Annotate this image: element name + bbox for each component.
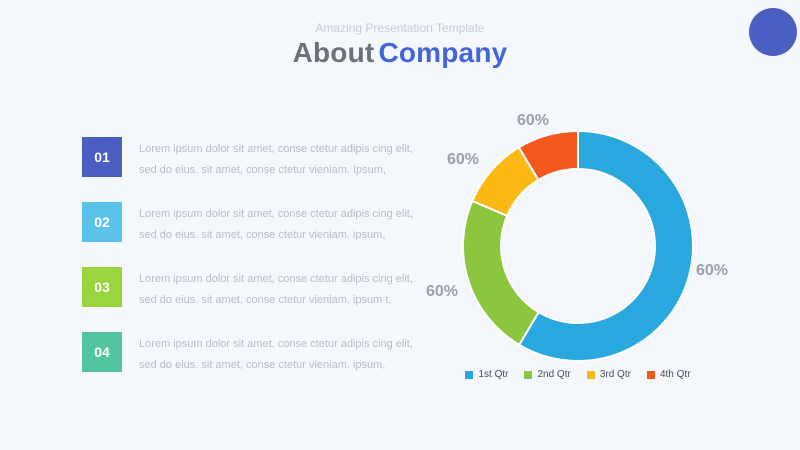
list-item-02: 02 Lorem ipsum dolor sit amet, conse cte… [82,202,413,242]
list-item-04: 04 Lorem ipsum dolor sit amet, conse cte… [82,332,413,372]
item-text-line: Lorem ipsum dolor sit amet, conse ctetur… [139,338,413,350]
item-text-line: sed do eius. sit amet, conse ctetur vien… [139,229,386,241]
legend-swatch-3rd-qtr [586,370,595,379]
donut-slice-3rd-qtr [471,146,540,217]
item-number-badge-03: 03 [82,267,122,307]
legend-swatch-4th-qtr [646,370,655,379]
data-label-1st-qtr: 60% [695,262,729,279]
data-label-3rd-qtr: 60% [446,151,480,168]
legend-item-1st-qtr: 1st Qtr [465,369,508,380]
legend-label: 2nd Qtr [537,369,571,380]
data-label-2nd-qtr: 60% [425,283,459,300]
item-number-badge-02: 02 [82,202,122,242]
legend-item-3rd-qtr: 3rd Qtr [586,369,631,380]
title-word-company: Company [378,37,508,68]
donut-slice-4th-qtr [517,130,579,181]
legend-label: 1st Qtr [478,369,509,380]
item-text-line: sed do eius. sit amet, conse ctetur vien… [139,164,387,176]
legend-swatch-1st-qtr [465,370,474,379]
item-text-01: Lorem ipsum dolor sit amet, conse ctetur… [139,137,413,181]
legend-item-4th-qtr: 4th Qtr [646,369,691,380]
item-text-03: Lorem ipsum dolor sit amet, conse ctetur… [139,267,413,311]
legend-swatch-2nd-qtr [524,370,533,379]
item-text-line: Lorem ipsum dolor sit amet, conse ctetur… [139,143,413,155]
item-text-02: Lorem ipsum dolor sit amet, conse ctetur… [139,202,413,246]
donut-slice-2nd-qtr [462,199,540,346]
donut-slice-1st-qtr [518,130,694,362]
item-text-line: Lorem ipsum dolor sit amet, conse ctetur… [139,273,413,285]
item-text-line: sed do eius. sit amet, conse ctetur vien… [139,294,392,306]
title-word-about: About [292,37,375,68]
legend-label: 3rd Qtr [599,369,631,380]
item-number-badge-04: 04 [82,332,122,372]
list-item-01: 01 Lorem ipsum dolor sit amet, conse cte… [82,137,413,177]
decorative-circle [749,8,797,56]
item-number-badge-01: 01 [82,137,122,177]
page-title: About Company [0,37,800,69]
feature-list: 01 Lorem ipsum dolor sit amet, conse cte… [82,137,413,397]
legend-label: 4th Qtr [659,369,691,380]
item-text-04: Lorem ipsum dolor sit amet, conse ctetur… [139,332,413,376]
item-text-line: Lorem ipsum dolor sit amet, conse ctetur… [139,208,413,220]
legend-item-2nd-qtr: 2nd Qtr [524,369,571,380]
list-item-03: 03 Lorem ipsum dolor sit amet, conse cte… [82,267,413,307]
chart-legend: 1st Qtr 2nd Qtr 3rd Qtr 4th Qtr [428,369,728,380]
donut-chart-svg [462,130,694,362]
slide-subtitle: Amazing Presentation Template [315,21,485,35]
data-label-4th-qtr: 60% [516,112,550,129]
item-text-line: sed do eius. sit amet, conse ctetur vien… [139,359,386,371]
